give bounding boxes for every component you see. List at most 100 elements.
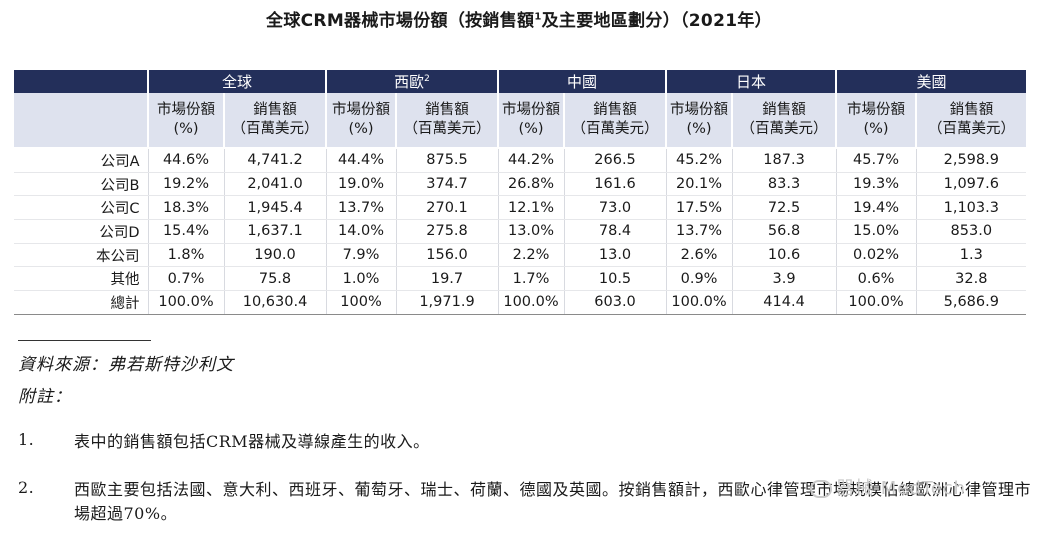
table-row: 公司C 18.3% 1,945.4 13.7% 270.1 12.1% 73.0 17.5% 7… — [14, 195, 1027, 221]
cell-share: 19.0% — [325, 172, 397, 197]
cell-share: 7.9% — [325, 243, 397, 268]
cell-sales: 374.7 — [395, 172, 499, 197]
cell-share: 20.1% — [665, 172, 733, 197]
cell-sales: 13.0 — [563, 243, 667, 268]
table-row: 公司D 15.4% 1,637.1 14.0% 275.8 13.0% 78.4 13.7% 5… — [14, 219, 1027, 244]
cell-share: 12.1% — [497, 195, 565, 221]
table-row: 公司B 19.2% 2,041.0 19.0% 374.7 26.8% 161.6 20.1%… — [14, 172, 1027, 197]
footnote-rule — [18, 340, 151, 341]
cell-share: 1.7% — [497, 266, 565, 292]
footnote-number: 1. — [18, 430, 35, 449]
cell-sales: 1,945.4 — [223, 195, 327, 221]
cell-sales: 10.6 — [731, 243, 837, 268]
source-note: 資料來源：弗若斯特沙利文 — [18, 355, 234, 375]
cell-sales: 56.8 — [731, 219, 837, 244]
table-row: 總計 100.0% 10,630.4 100% 1,971.9 100.0% 603.0 10… — [14, 290, 1027, 315]
cell-share: 100.0% — [497, 290, 565, 315]
cell-share: 100.0% — [665, 290, 733, 315]
footnote-number: 2. — [18, 478, 35, 497]
cell-sales: 4,741.2 — [223, 148, 327, 173]
cell-share: 0.7% — [147, 266, 224, 292]
cell-share: 45.7% — [835, 148, 917, 173]
col-header-share: 市場份額 (%) — [665, 93, 733, 149]
col-header-share: 市場份額 (%) — [835, 93, 917, 149]
col-header-sales: 銷售額 （百萬美元） — [222, 93, 327, 149]
wechat-icon — [810, 480, 832, 498]
cell-share: 0.9% — [665, 266, 733, 292]
cell-sales: 270.1 — [395, 195, 499, 221]
notes-heading: 附註： — [18, 387, 72, 407]
cell-sales: 32.8 — [915, 266, 1027, 292]
table-row: 公司A 44.6% 4,741.2 44.4% 875.5 44.2% 266.5 45.2%… — [14, 148, 1027, 173]
row-label: 公司A — [14, 148, 148, 173]
header-blank — [14, 93, 148, 149]
cell-share: 0.02% — [835, 243, 917, 268]
cell-sales: 1,097.6 — [915, 172, 1027, 197]
row-label: 其他 — [14, 266, 148, 292]
col-header-sales: 銷售額 （百萬美元） — [395, 93, 499, 149]
cell-sales: 266.5 — [563, 148, 667, 173]
cell-share: 15.4% — [147, 219, 224, 244]
cell-share: 13.0% — [497, 219, 565, 244]
cell-share: 100.0% — [835, 290, 917, 315]
cell-sales: 875.5 — [395, 148, 499, 173]
cell-sales: 414.4 — [731, 290, 837, 315]
region-header: 全球 — [146, 70, 327, 93]
region-header-row: 全球 西歐2 中國 日本 美國 — [14, 70, 1027, 93]
row-label: 公司C — [14, 195, 148, 221]
col-header-share: 市場份額 (%) — [325, 93, 397, 149]
cell-share: 18.3% — [147, 195, 224, 221]
cell-share: 44.2% — [497, 148, 565, 173]
row-label: 公司D — [14, 219, 148, 244]
table-row: 其他 0.7% 75.8 1.0% 19.7 1.7% 10.5 0.9% 3.9 0.6% 32.… — [14, 266, 1027, 292]
col-header-share: 市場份額 (%) — [497, 93, 565, 149]
cell-sales: 3.9 — [731, 266, 837, 292]
cell-share: 13.7% — [325, 195, 397, 221]
cell-sales: 19.7 — [395, 266, 499, 292]
cell-share: 17.5% — [665, 195, 733, 221]
cell-sales: 853.0 — [915, 219, 1027, 244]
cell-sales: 78.4 — [563, 219, 667, 244]
cell-sales: 10,630.4 — [223, 290, 327, 315]
page-title: 全球CRM器械市場份額（按銷售額1及主要地區劃分）（2021年） — [266, 11, 772, 31]
row-label: 公司B — [14, 172, 148, 197]
market-share-table: 全球 西歐2 中國 日本 美國 市場份額 (%) 銷售額 （百萬美元） 市場份額 (%) 銷… — [14, 70, 1027, 315]
cell-sales: 10.5 — [563, 266, 667, 292]
region-header: 日本 — [665, 70, 837, 93]
cell-sales: 75.8 — [223, 266, 327, 292]
column-header-row: 市場份額 (%) 銷售額 （百萬美元） 市場份額 (%) 銷售額 （百萬美元） 市場份額 (%) 銷… — [14, 93, 1027, 149]
watermark: 器械 MedTech — [810, 474, 966, 500]
cell-share: 100.0% — [147, 290, 224, 315]
cell-sales: 5,686.9 — [915, 290, 1027, 315]
cell-share: 26.8% — [497, 172, 565, 197]
col-header-sales: 銷售額 （百萬美元） — [731, 93, 837, 149]
cell-sales: 1.3 — [915, 243, 1027, 268]
region-header: 西歐2 — [325, 70, 499, 93]
cell-share: 2.2% — [497, 243, 565, 268]
header-blank — [14, 70, 148, 93]
cell-sales: 275.8 — [395, 219, 499, 244]
cell-share: 2.6% — [665, 243, 733, 268]
cell-share: 19.2% — [147, 172, 224, 197]
cell-share: 100% — [325, 290, 397, 315]
footnote-text: 表中的銷售額包括CRM器械及導線產生的收入。 — [74, 432, 430, 451]
cell-sales: 1,971.9 — [395, 290, 499, 315]
cell-sales: 83.3 — [731, 172, 837, 197]
col-header-share: 市場份額 (%) — [147, 93, 224, 149]
cell-sales: 187.3 — [731, 148, 837, 173]
table-row: 本公司 1.8% 190.0 7.9% 156.0 2.2% 13.0 2.6% 10.6 0.0… — [14, 243, 1027, 268]
cell-share: 13.7% — [665, 219, 733, 244]
cell-sales: 2,598.9 — [915, 148, 1027, 173]
footnote-text: 西歐主要包括法國、意大利、西班牙、葡萄牙、瑞士、荷蘭、德國及英國。按銷售額計，西… — [74, 480, 1032, 523]
region-header: 中國 — [497, 70, 667, 93]
cell-sales: 2,041.0 — [223, 172, 327, 197]
row-label: 本公司 — [14, 243, 148, 268]
cell-share: 45.2% — [665, 148, 733, 173]
cell-share: 1.8% — [147, 243, 224, 268]
col-header-sales: 銷售額 （百萬美元） — [915, 93, 1027, 149]
cell-share: 0.6% — [835, 266, 917, 292]
cell-sales: 603.0 — [563, 290, 667, 315]
cell-sales: 73.0 — [563, 195, 667, 221]
region-header: 美國 — [835, 70, 1027, 93]
cell-share: 44.4% — [325, 148, 397, 173]
